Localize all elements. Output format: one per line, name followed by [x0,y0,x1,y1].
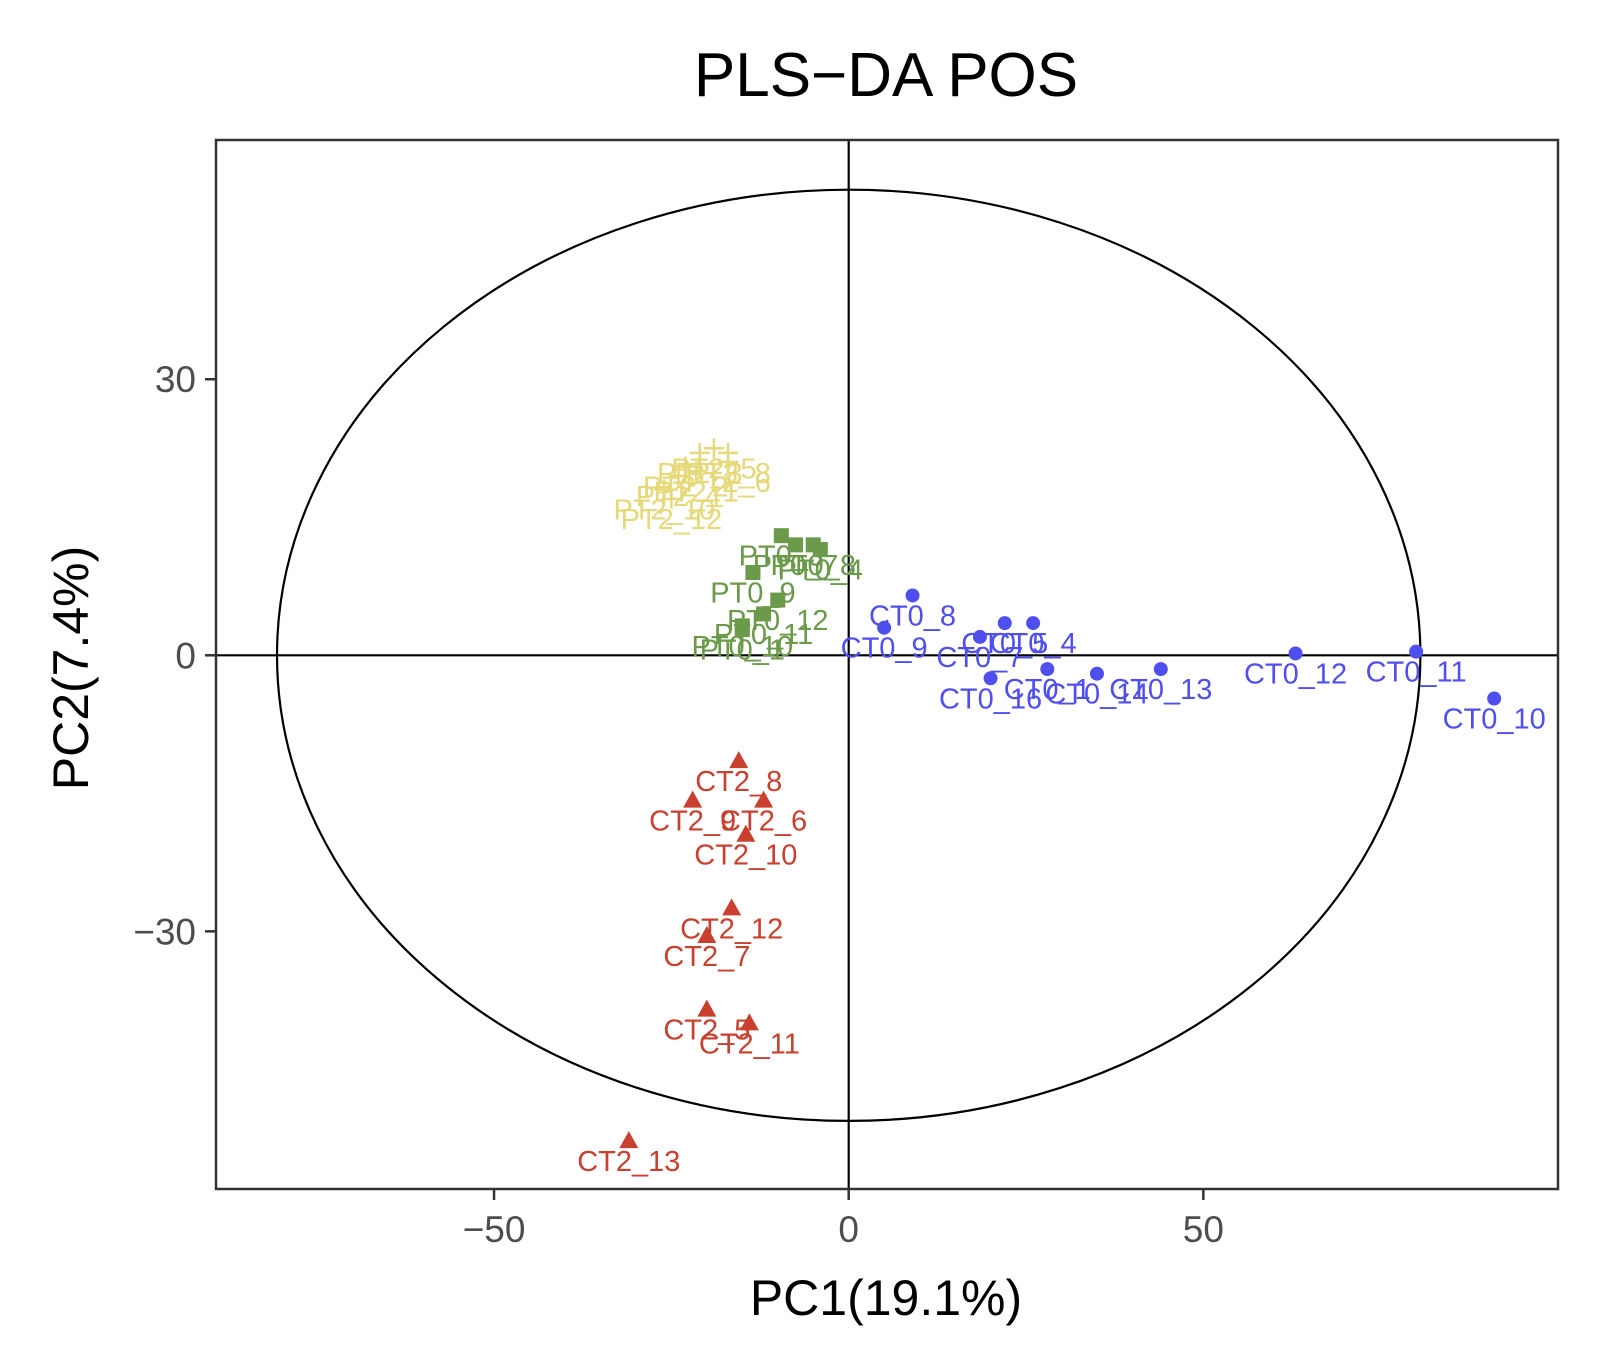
point-ct0-14-marker [1089,666,1104,681]
point-ct0-9-marker [877,620,892,635]
point-ct0-11-marker [1409,644,1424,659]
x-tick-label: −50 [463,1209,526,1250]
x-tick-label: 50 [1183,1209,1224,1250]
point-pt2-3-marker [689,442,710,463]
point-pt0-12-marker [770,592,786,608]
y-tick-label: −30 [133,911,196,952]
chart-title: PLS−DA POS [694,41,1078,110]
point-pt0-9-marker [745,564,761,580]
point-pt0-1-label: PT0_1 [700,635,785,667]
point-ct0-11-label: CT0_11 [1366,657,1467,689]
series-ct2: CT2_8CT2_9CT2_6CT2_10CT2_12CT2_7CT2_5CT2… [577,751,807,1178]
point-pt0-11-label: PT0_11 [714,619,813,651]
point-ct0-1-label: CT0_1 [1004,674,1091,706]
point-pt2-12-label: PT2_12 [621,504,723,536]
series-pt2: PT2_3PT2_5PT2_8PT2_6PT2_2PT2_4PT2_1PT2_1… [613,438,771,536]
point-ct2-11-label: CT2_11 [699,1028,800,1060]
point-ct2-9-label: CT2_9 [649,806,736,838]
point-ct2-8-marker [729,751,749,769]
point-ct0-10-marker [1487,691,1502,706]
point-ct0-1-marker [1040,662,1055,677]
y-axis-title: PC2(7.4%) [43,546,99,791]
point-ct0-7-label: CT0_7 [936,642,1023,674]
point-ct0-12-label: CT0_12 [1244,658,1347,690]
point-ct2-7-marker [697,925,717,943]
point-ct0-13-marker [1153,662,1168,677]
point-ct2-11-marker [739,1013,759,1031]
point-ct2-13-marker [619,1131,639,1149]
point-pt2-6-marker [718,452,739,473]
point-ct0-16-marker [983,671,998,686]
point-ct2-8-label: CT2_8 [695,766,782,798]
point-ct0-9-label: CT0_9 [841,633,928,665]
point-pt0-11-marker [756,606,772,622]
point-ct2-7-label: CT2_7 [663,941,750,973]
x-axis-title: PC1(19.1%) [750,1270,1022,1326]
point-ct2-12-label: CT2_12 [680,913,783,945]
point-pt0-4-marker [812,541,828,557]
point-pt2-4-marker [668,465,689,486]
point-ct0-5-marker [997,616,1012,631]
point-ct2-9-marker [683,790,703,808]
point-pt2-12-marker [661,488,682,509]
point-ct2-5-label: CT2_5 [663,1015,750,1047]
y-tick-label: 30 [155,359,196,400]
point-ct0-16-label: CT0_16 [939,683,1042,715]
point-pt2-1-label: PT2_1 [653,476,738,508]
point-ct0-4-marker [1026,616,1041,631]
point-pt2-4-label: PT2_4 [636,481,721,513]
point-ct0-10-label: CT0_10 [1443,704,1546,736]
point-pt0-10-label: PT0_10 [692,631,794,663]
point-ct0-14-label: CT0_14 [1045,679,1148,711]
point-ct2-6-marker [754,790,774,808]
panel-border [214,138,1560,1191]
series-pt0: PT0_3PT0_7PT0_8PT0_4PT0_9PT0_12PT0_11PT0… [692,528,863,667]
point-ct2-6-label: CT2_6 [720,806,807,838]
point-ct2-5-marker [697,999,717,1017]
point-pt0-7-marker [788,537,803,553]
point-ct2-12-marker [722,898,742,916]
point-pt2-5-marker [703,438,724,459]
point-ct2-10-label: CT2_10 [694,840,797,872]
point-pt0-10-marker [734,618,750,634]
point-ct0-7-marker [972,629,987,644]
point-pt0-4-label: PT0_4 [778,554,863,586]
point-ct2-10-marker [736,824,756,842]
point-ct0-13-label: CT0_13 [1109,674,1212,706]
point-pt2-1-marker [686,461,707,482]
point-ct0-4-label: CT0_4 [990,628,1077,660]
point-ct0-8-marker [905,588,920,603]
y-tick-label: 0 [175,635,196,676]
x-tick-label: 0 [838,1209,859,1250]
point-ct2-13-label: CT2_13 [577,1146,680,1178]
point-ct0-12-marker [1288,646,1303,661]
point-pt0-3-marker [773,528,789,544]
